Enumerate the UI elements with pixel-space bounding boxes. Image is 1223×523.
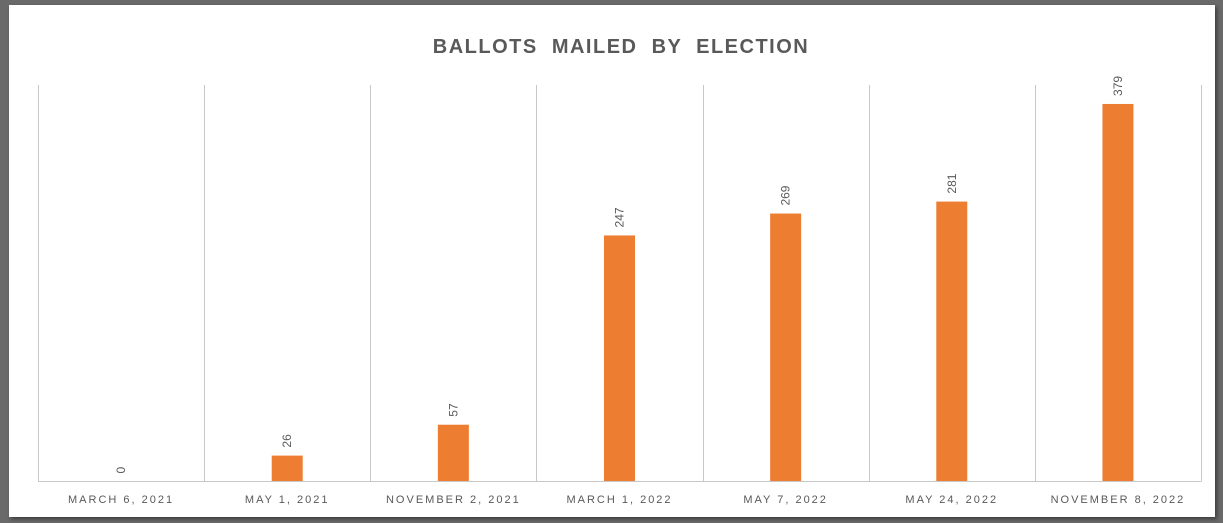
category-axis-labels: MARCH 6, 2021 MAY 1, 2021 NOVEMBER 2, 2021…: [68, 494, 1186, 506]
data-label-2: 57: [446, 403, 460, 417]
bar-2: [437, 424, 469, 482]
bar-1: [271, 455, 303, 482]
bar-5: [936, 201, 968, 482]
category-label-5: MAY 24, 2022: [905, 494, 998, 506]
data-label-6: 379: [1111, 76, 1125, 96]
chart-panel: BALLOTS MAILED BY ELECTION 0 26 57 247 269 28…: [9, 5, 1215, 517]
bar-4: [770, 213, 802, 482]
data-label-3: 247: [613, 207, 627, 227]
data-label-0: 0: [114, 467, 128, 474]
category-label-1: MAY 1, 2021: [245, 494, 330, 506]
gridlines: [38, 85, 1202, 482]
chart-title: BALLOTS MAILED BY ELECTION: [433, 36, 809, 58]
data-label-4: 269: [779, 185, 793, 205]
category-label-4: MAY 7, 2022: [743, 494, 828, 506]
category-label-6: NOVEMBER 8, 2022: [1051, 494, 1186, 506]
bar-chart: BALLOTS MAILED BY ELECTION 0 26 57 247 269 28…: [38, 36, 1202, 506]
category-label-3: MARCH 1, 2022: [566, 494, 672, 506]
bar-6: [1102, 103, 1134, 482]
bars: [271, 103, 1134, 482]
data-label-5: 281: [945, 173, 959, 193]
data-labels: 0 26 57 247 269 281 379: [114, 76, 1125, 474]
category-label-0: MARCH 6, 2021: [68, 494, 174, 506]
category-label-2: NOVEMBER 2, 2021: [386, 494, 521, 506]
bar-3: [604, 235, 635, 482]
data-label-1: 26: [280, 434, 294, 448]
